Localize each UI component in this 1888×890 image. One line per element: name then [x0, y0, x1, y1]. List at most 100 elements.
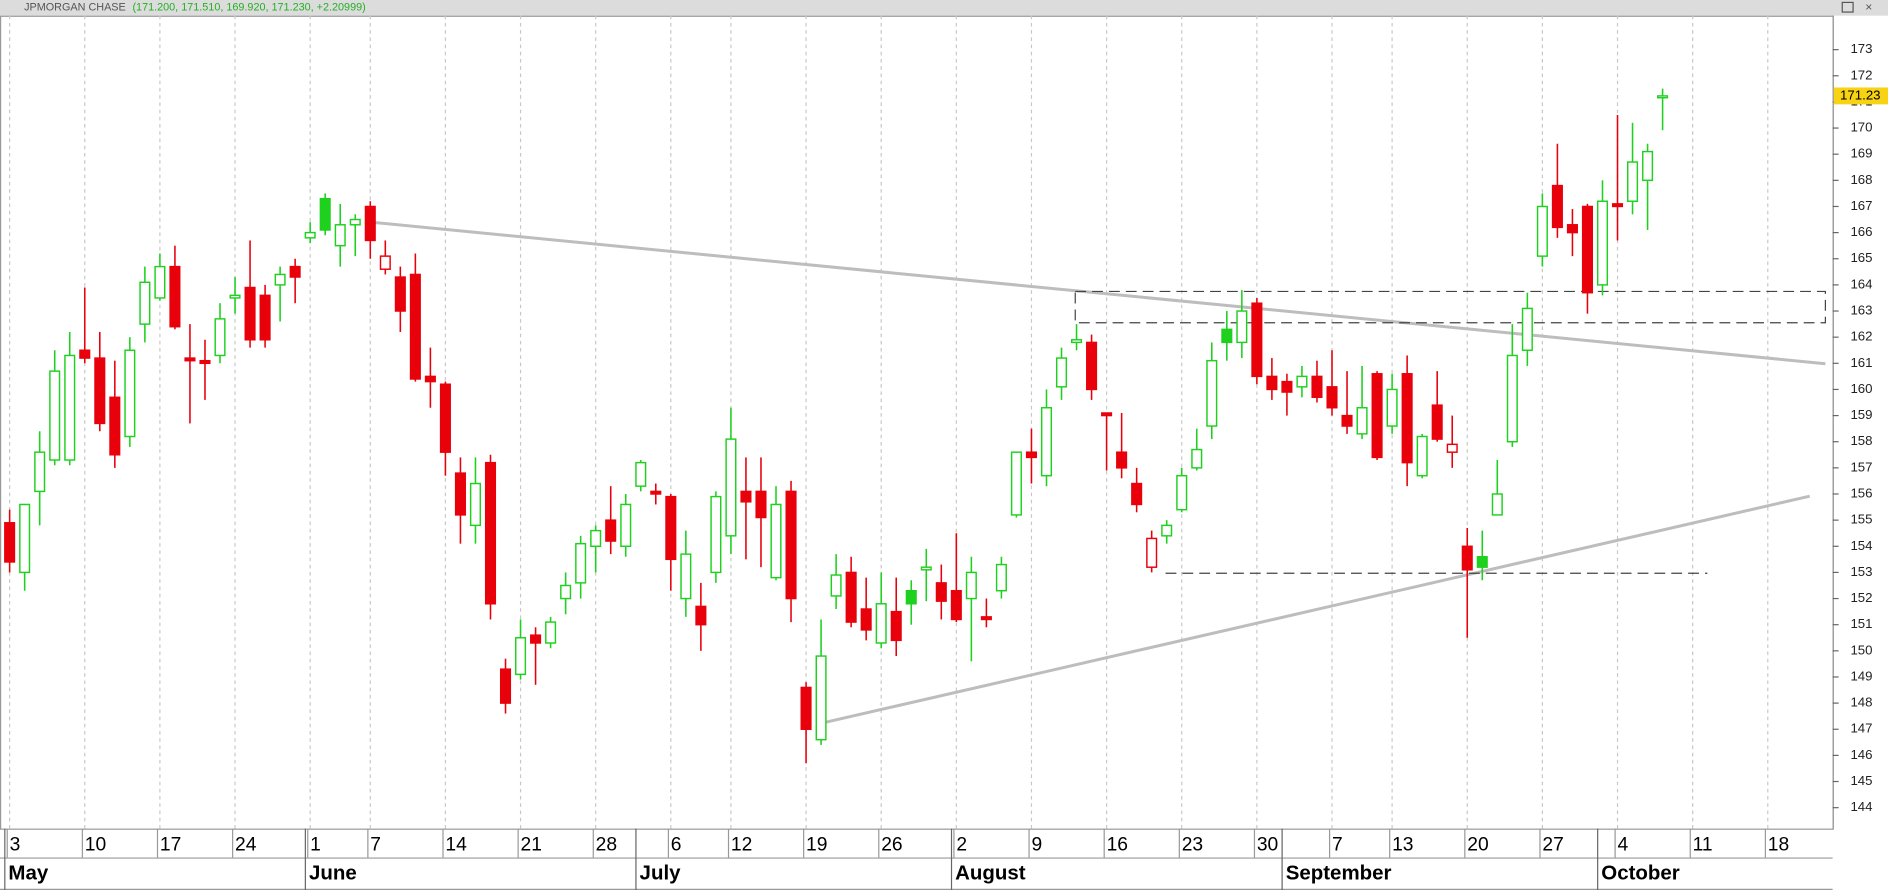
candle-body: [319, 197, 331, 231]
y-tick-label: 165: [1850, 250, 1872, 265]
y-tick-label: 157: [1850, 459, 1872, 474]
x-tick-label: 2: [956, 835, 967, 856]
candle-body: [499, 668, 512, 704]
y-tick-label: 150: [1850, 642, 1872, 657]
candle-body: [785, 490, 797, 600]
candle-body: [79, 349, 91, 359]
candle-body: [890, 610, 902, 642]
candle-body: [1491, 493, 1503, 516]
x-tick-label: 14: [445, 835, 467, 856]
y-tick-label: 162: [1850, 329, 1872, 344]
x-tick-label: 27: [1542, 835, 1563, 856]
candle-body: [259, 294, 271, 341]
candle-body: [19, 503, 31, 574]
x-tick-label: 3: [10, 835, 21, 856]
candle-body: [575, 542, 587, 584]
candle-body: [650, 490, 662, 495]
x-tick-label: 9: [1031, 835, 1042, 856]
y-tick-label: 173: [1850, 41, 1872, 56]
candle-body: [1657, 95, 1669, 99]
candle-body: [515, 637, 527, 676]
candle-body: [154, 265, 166, 299]
x-tick-label: 19: [806, 835, 827, 856]
x-tick-label: 18: [1768, 835, 1789, 856]
x-tick-label: 7: [1332, 835, 1343, 856]
y-tick-label: 172: [1850, 67, 1872, 82]
last-price-box: [1833, 87, 1888, 105]
candle-body: [695, 605, 707, 626]
candle-body: [139, 281, 151, 325]
candle-body: [740, 490, 752, 503]
x-tick-label: 23: [1182, 835, 1203, 856]
candle-body: [289, 265, 301, 278]
candle-body: [1221, 328, 1233, 344]
candle-body: [1086, 341, 1098, 391]
candle-body: [109, 396, 121, 456]
y-tick-label: 168: [1850, 172, 1872, 187]
y-tick-label: 153: [1850, 564, 1872, 579]
candle-body: [1206, 359, 1218, 427]
candle-body: [1236, 310, 1248, 344]
month-label: July: [640, 862, 682, 885]
candle-body: [349, 218, 361, 226]
candle-body: [965, 571, 977, 600]
y-tick-label: 163: [1850, 303, 1872, 318]
candle-body: [875, 603, 887, 644]
title-bar: [0, 0, 1888, 16]
candle-body: [1642, 150, 1654, 182]
restore-button[interactable]: [1841, 1, 1854, 13]
candle-body: [590, 529, 602, 548]
y-tick-label: 167: [1850, 198, 1872, 213]
candle-body: [1416, 435, 1428, 477]
candle-body: [1040, 407, 1053, 477]
candle-body: [169, 265, 181, 328]
candle-body: [1101, 412, 1113, 417]
month-label: October: [1601, 862, 1680, 885]
candle-body: [725, 438, 737, 537]
candle-body: [815, 655, 827, 741]
trendline: [364, 220, 1826, 366]
candle-body: [950, 589, 962, 621]
candle-body: [1281, 380, 1293, 393]
candle-body: [1116, 451, 1128, 469]
axes: 1441451461471481491501511521531541551561…: [4, 15, 1888, 890]
month-label: August: [955, 862, 1026, 885]
y-tick-label: 145: [1850, 773, 1872, 788]
y-tick-label: 161: [1850, 355, 1872, 370]
candle-body: [545, 621, 557, 644]
candle-body: [49, 370, 61, 461]
candle-body: [605, 519, 617, 542]
candle-body: [1311, 375, 1323, 399]
x-tick-label: 24: [235, 835, 257, 856]
y-tick-label: 146: [1850, 747, 1872, 762]
candle-body: [1461, 545, 1473, 571]
candle-body: [845, 571, 857, 623]
candle-body: [1566, 224, 1578, 234]
month-label: September: [1286, 862, 1392, 885]
close-button[interactable]: ×: [1865, 0, 1872, 14]
candle-body: [635, 461, 647, 487]
candle-body: [1581, 205, 1594, 294]
candle-body: [1596, 200, 1609, 286]
y-tick-label: 147: [1850, 721, 1872, 736]
candle-body: [1071, 339, 1083, 344]
candle-body: [560, 584, 572, 600]
candle-body: [184, 357, 196, 362]
x-tick-label: 12: [731, 835, 752, 856]
x-tick-label: 10: [85, 835, 106, 856]
candle-body: [665, 495, 677, 561]
candle-body: [1476, 556, 1488, 568]
x-tick-label: 13: [1392, 835, 1413, 856]
y-tick-label: 169: [1850, 146, 1872, 161]
candle-body: [64, 354, 76, 461]
y-tick-label: 151: [1850, 616, 1872, 631]
candle-body: [1146, 537, 1158, 568]
candle-body: [620, 503, 632, 548]
candle-body: [680, 553, 692, 600]
y-tick-label: 164: [1850, 276, 1872, 291]
last-price-label: 171.23: [1840, 87, 1880, 102]
x-tick-label: 16: [1107, 835, 1128, 856]
candle-body: [1266, 375, 1278, 391]
candle-body: [274, 273, 286, 286]
